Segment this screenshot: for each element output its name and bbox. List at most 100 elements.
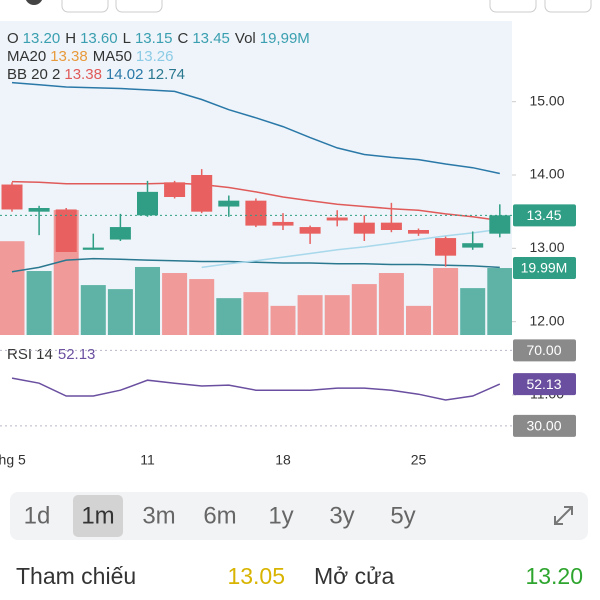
expand-icon xyxy=(554,516,563,525)
candle-body xyxy=(299,227,321,234)
legend-row: MA20 13.38 MA50 13.26 xyxy=(7,48,173,65)
x-tick-label: 11 xyxy=(140,452,155,468)
expand-icon xyxy=(564,506,573,515)
legend-label: MA50 xyxy=(93,48,132,65)
price-tag-label: 13.45 xyxy=(526,207,561,223)
rsi-level-label: 70.00 xyxy=(526,342,561,358)
volume-bar xyxy=(270,305,296,335)
range-button[interactable]: 3m xyxy=(142,502,175,529)
rsi-level-label: 30.00 xyxy=(526,418,561,434)
volume-bar xyxy=(406,305,431,335)
volume-bar xyxy=(243,292,269,335)
legend-value: 13.60 xyxy=(80,30,118,47)
volume-bar xyxy=(433,268,459,335)
candle-body xyxy=(1,184,23,210)
volume-bar xyxy=(351,284,377,335)
range-button[interactable]: 1y xyxy=(268,502,293,529)
candle-body xyxy=(82,247,104,250)
volume-bar xyxy=(324,295,350,335)
range-button[interactable]: 6m xyxy=(203,502,236,529)
rsi-level-tag xyxy=(513,339,576,362)
volume-bar xyxy=(162,273,188,335)
y-tick-label: 12.00 xyxy=(529,312,564,328)
legend-value: 13.38 xyxy=(64,66,102,83)
rsi-value: 52.13 xyxy=(58,346,96,363)
candle-body xyxy=(326,217,348,221)
candle-body xyxy=(245,200,267,226)
candle-body xyxy=(408,230,429,234)
indicator-line xyxy=(11,257,500,273)
top-toolbar xyxy=(25,0,592,13)
legend-label: C xyxy=(178,30,189,47)
range-button-label: 1y xyxy=(268,502,293,529)
range-button-label: 3y xyxy=(329,502,354,529)
rsi-layer: RSI 14 52.13 70.00 30.00 52.13 xyxy=(0,339,576,437)
candle-body xyxy=(435,238,457,256)
indicator-layer xyxy=(11,81,500,273)
legend-value: 13.15 xyxy=(135,30,173,47)
footer-value: 13.05 xyxy=(227,563,285,589)
candle-body xyxy=(28,208,50,212)
legend-label: L xyxy=(123,30,131,47)
legend-value: 13.38 xyxy=(50,48,88,65)
legend-value: 13.20 xyxy=(23,30,61,47)
rsi-line xyxy=(11,377,501,401)
legend-label: O xyxy=(7,30,19,47)
toolbar-button[interactable] xyxy=(489,0,537,13)
indicator-line xyxy=(11,81,500,175)
legend-value: 19,99M xyxy=(260,30,310,47)
rsi-tag-label: 52.13 xyxy=(526,376,561,392)
footer-label: Tham chiếu xyxy=(16,563,136,589)
rsi-tag xyxy=(513,373,576,396)
x-tick-label: 25 xyxy=(411,452,427,468)
plot-background xyxy=(0,21,512,335)
volume-bar xyxy=(216,298,242,335)
indicator-line xyxy=(11,180,500,222)
legend-value: 13.45 xyxy=(192,30,230,47)
legend-label: Vol xyxy=(235,30,256,47)
toolbar-button[interactable] xyxy=(61,0,109,13)
y-tick-label: 15.00 xyxy=(529,92,564,108)
candle-body xyxy=(462,243,484,248)
legend-value: 13.26 xyxy=(136,48,174,65)
legend-row: O 13.20 H 13.60 L 13.15 C 13.45 Vol 19,99M xyxy=(7,30,310,47)
range-button-selected xyxy=(73,495,123,537)
candle-body xyxy=(191,175,213,212)
indicator-line xyxy=(201,228,500,269)
candle-body xyxy=(272,221,294,226)
range-button-label: 3m xyxy=(142,502,175,529)
legend-label: MA20 xyxy=(7,48,46,65)
candle-body xyxy=(137,191,158,216)
volume-bar xyxy=(135,266,160,335)
candle-body xyxy=(164,182,186,197)
candle-layer xyxy=(0,169,512,267)
volume-bar xyxy=(107,289,133,335)
range-button[interactable]: 1d xyxy=(24,502,51,529)
price-tag xyxy=(513,204,576,227)
range-button[interactable]: 3y xyxy=(329,502,354,529)
expand-button[interactable] xyxy=(554,506,573,525)
candle-body xyxy=(489,215,511,234)
price-tag-label: 19.99M xyxy=(521,260,568,276)
expand-icon xyxy=(554,506,573,525)
y-tick-label: 14.00 xyxy=(529,166,564,182)
x-tick-label: Thg 5 xyxy=(0,452,26,468)
footer-label: Mở cửa xyxy=(314,563,395,589)
toolbar-button[interactable] xyxy=(115,0,163,13)
volume-bar xyxy=(80,285,106,335)
range-button[interactable]: 5y xyxy=(390,502,415,529)
range-button[interactable]: 1m xyxy=(73,495,123,537)
toolbar-button[interactable] xyxy=(544,0,592,13)
range-button-label: 6m xyxy=(203,502,236,529)
toolbar-icon[interactable] xyxy=(25,0,43,5)
x-tick-label: 18 xyxy=(275,452,291,468)
rsi-legend: RSI 14 52.13 xyxy=(7,346,95,363)
legend-label: H xyxy=(65,30,76,47)
volume-bar xyxy=(189,279,215,335)
range-selector: 1d 1m 3m 6m 1y 3y 5y xyxy=(10,492,588,540)
footer-value: 13.20 xyxy=(525,563,583,589)
